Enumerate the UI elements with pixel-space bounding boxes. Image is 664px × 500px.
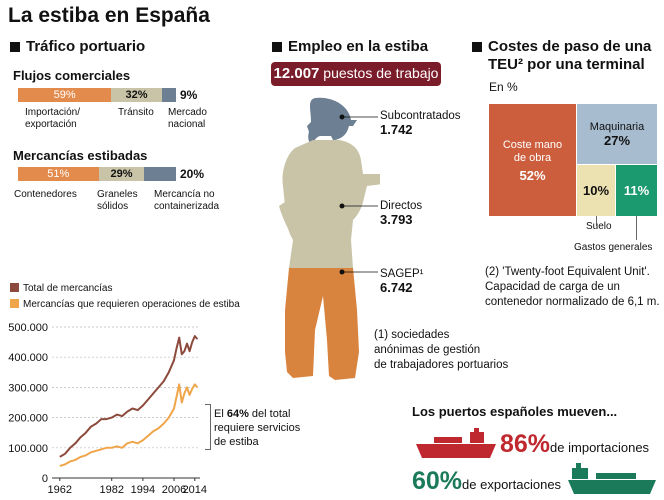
legend-label-1: Mercancías que requieren operaciones de …: [23, 299, 240, 310]
worker-arm-icon: [279, 202, 303, 246]
costs-heading: Costes de paso de una TEU² por una termin…: [472, 38, 651, 74]
treemap-cell-overhead: 11%: [616, 165, 657, 216]
chart-annotation: El 64% del total requiere servicios de e…: [214, 408, 301, 448]
imports-figure: 86% de importaciones: [500, 430, 649, 459]
legend-overhead: Gastos generales: [574, 242, 653, 253]
annotation-bracket: [205, 404, 211, 450]
x-tick-label: 2006: [162, 484, 186, 496]
exports-figure: 60% de exportaciones: [412, 467, 561, 496]
tonnage-line-chart: Total de mercancías Mercancías que requie…: [8, 283, 240, 496]
traffic-heading-text: Tráfico portuario: [26, 38, 146, 55]
series-line-1: [59, 383, 199, 467]
x-tick-label: 1982: [99, 484, 123, 496]
overhead-pointer: [636, 216, 637, 240]
costs-heading-text: Costes de paso de una TEU² por una termin…: [488, 38, 652, 73]
flows-label-transit: Tránsito: [118, 107, 154, 118]
x-tick-label: 1962: [48, 484, 72, 496]
flows-label-import: Importación/exportación: [25, 107, 81, 130]
treemap-cell-land: 10%: [577, 165, 615, 216]
legend-swatch-1: [10, 299, 19, 308]
goods-noncontainer-value: 20%: [180, 167, 205, 181]
legend-land: Suelo: [586, 221, 612, 232]
worker-legs-icon: [285, 268, 359, 380]
imports-value: 86%: [500, 430, 551, 458]
import-ship-icon: [416, 428, 496, 458]
y-tick-label: 0: [42, 473, 48, 485]
worker-torso-icon: [282, 140, 380, 268]
x-tick-label: 1994: [131, 484, 155, 496]
goods-segment-bulk: 29%: [98, 167, 145, 181]
legend-swatch-0: [10, 283, 19, 292]
imports-label: de importaciones: [550, 440, 650, 455]
worker-figure: [279, 97, 380, 380]
costs-footnote: (2) 'Twenty-foot Equivalent Unit'. Capac…: [485, 266, 660, 308]
series-line-0: [59, 335, 199, 458]
goods-segment-noncontainer: [144, 167, 176, 181]
employment-footnote: (1) sociedades anónimas de gestión de tr…: [374, 329, 509, 371]
employment-total-badge: 12.007 puestos de trabajo: [271, 62, 441, 86]
employment-sagep: SAGEP¹ 6.742: [380, 268, 424, 295]
goods-label-bulk: Graneles sólidos: [97, 189, 138, 212]
employment-subcontracted: Subcontratados 1.742: [380, 110, 461, 137]
land-pointer: [596, 216, 597, 226]
y-tick-label: 400.000: [8, 352, 48, 364]
y-tick-label: 300.000: [8, 382, 48, 394]
x-tick-label: 2014: [183, 484, 207, 496]
costs-treemap: Coste mano de obra 52% Maquinaria 27% 10% …: [489, 104, 657, 216]
flows-label-national: Mercado nacional: [168, 107, 207, 130]
costs-unit: En %: [489, 80, 518, 94]
exports-value: 60%: [412, 467, 463, 495]
goods-bar: 51% 29%: [18, 167, 176, 181]
heading-square-icon: [10, 42, 20, 52]
goods-heading: Mercancías estibadas: [13, 148, 148, 163]
legend-label-0: Total de mercancías: [23, 283, 113, 294]
flows-segment-national: [161, 88, 176, 102]
flows-segment-transit: 32%: [111, 88, 162, 102]
y-tick-label: 500.000: [8, 322, 48, 334]
flows-bar: 59% 32%: [18, 88, 176, 102]
exports-label: de exportaciones: [462, 477, 562, 492]
goods-label-noncontainer: Mercancía no containerizada: [154, 189, 220, 212]
export-ship-icon: [568, 463, 656, 494]
flows-segment-import: 59%: [18, 88, 112, 102]
employment-direct: Directos 3.793: [380, 200, 423, 227]
worker-head-icon: [307, 97, 357, 146]
employment-heading: Empleo en la estiba: [272, 38, 428, 56]
flows-heading: Flujos comerciales: [13, 68, 131, 83]
goods-label-containers: Contenedores: [14, 189, 77, 200]
ports-heading: Los puertos españoles mueven...: [412, 404, 618, 419]
flows-national-value: 9%: [180, 88, 198, 102]
employment-heading-text: Empleo en la estiba: [288, 38, 429, 55]
treemap-cell-machinery: Maquinaria 27%: [577, 104, 657, 164]
page-title: La estiba en España: [8, 4, 210, 27]
treemap-cell-labor: Coste mano de obra 52%: [489, 104, 576, 216]
y-tick-label: 200.000: [8, 413, 48, 425]
goods-segment-containers: 51%: [18, 167, 99, 181]
y-tick-label: 100.000: [8, 443, 48, 455]
heading-square-icon: [472, 42, 482, 52]
traffic-heading: Tráfico portuario: [10, 38, 145, 56]
heading-square-icon: [272, 42, 282, 52]
